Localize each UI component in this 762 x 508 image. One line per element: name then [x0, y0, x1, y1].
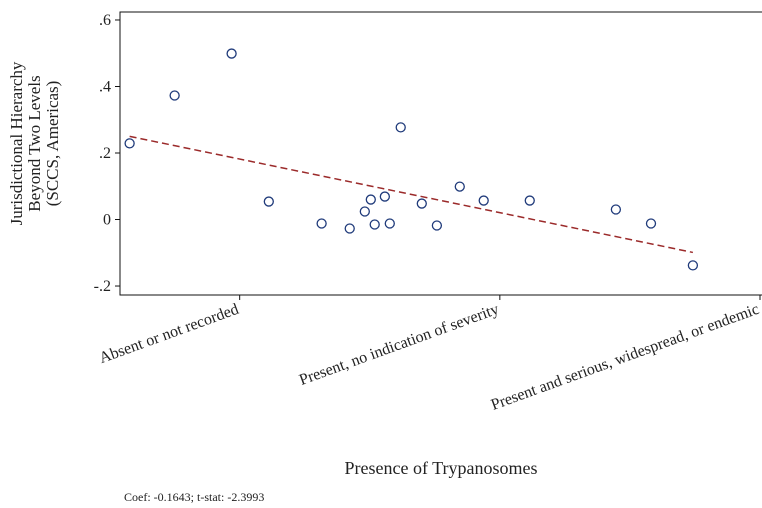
point: [645, 218, 657, 229]
point: [369, 219, 380, 230]
point: [316, 218, 327, 229]
point: [169, 90, 180, 101]
fit-line: [129, 135, 694, 254]
y-tick-label: .6: [99, 12, 111, 29]
point: [610, 204, 622, 215]
y-tick-label: .4: [99, 78, 111, 95]
point: [416, 198, 427, 209]
point: [124, 138, 135, 149]
point: [384, 218, 395, 229]
point: [454, 181, 465, 192]
y-tick-label: -.2: [94, 278, 111, 295]
point: [379, 191, 390, 202]
point: [263, 196, 274, 207]
point: [344, 223, 355, 234]
point: [431, 220, 443, 231]
y-tick-label: 0: [103, 212, 111, 229]
note: Coef: -0.1643; t-stat: -2.3993: [124, 490, 264, 504]
x-tick-label: Absent or not recorded: [97, 301, 241, 367]
point: [478, 195, 489, 206]
point: [395, 122, 406, 133]
point: [359, 206, 370, 217]
y-axis-title: Beyond Two Levels: [25, 75, 44, 211]
point: [687, 260, 699, 271]
y-tick-label: .2: [99, 145, 111, 162]
x-tick-label: Present and serious, widespread, or ende…: [489, 301, 762, 414]
x-tick-label: Present, no indication of severity: [297, 301, 501, 389]
point: [226, 48, 237, 59]
y-axis-title: Jurisdictional Hierarchy: [7, 61, 26, 225]
point: [365, 194, 376, 205]
x-axis-title: Presence of Trypanosomes: [345, 458, 538, 478]
y-axis-title: (SCCS, Americas): [43, 81, 62, 207]
point: [524, 195, 535, 206]
